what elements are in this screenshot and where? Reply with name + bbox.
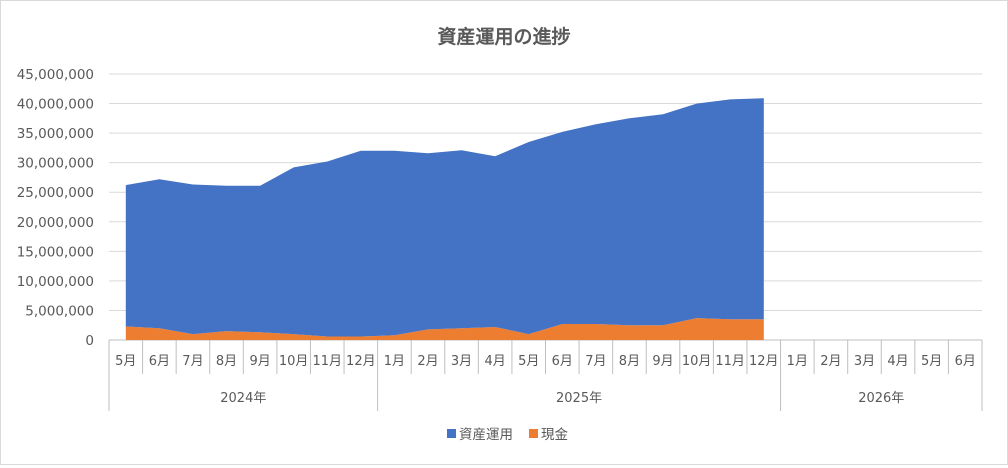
x-tick-label: 3月 xyxy=(451,354,472,369)
y-tick-label: 30,000,000 xyxy=(17,156,94,172)
legend-label: 資産運用 xyxy=(459,427,513,443)
x-tick-label: 6月 xyxy=(955,354,976,369)
x-tick-label: 10月 xyxy=(682,354,712,369)
y-tick-label: 15,000,000 xyxy=(17,244,94,260)
series-area-現金 xyxy=(125,318,764,340)
x-tick-label: 6月 xyxy=(552,354,573,369)
x-tick-label: 4月 xyxy=(887,354,908,369)
y-tick-label: 5,000,000 xyxy=(25,303,94,319)
y-tick-label: 40,000,000 xyxy=(17,97,94,113)
x-group-label: 2024年 xyxy=(220,391,266,406)
x-group-label: 2026年 xyxy=(858,391,904,406)
x-tick-label: 8月 xyxy=(216,354,237,369)
chart-title: 資産運用の進捗 xyxy=(437,25,570,48)
x-tick-label: 9月 xyxy=(249,354,270,369)
x-tick-label: 7月 xyxy=(182,354,203,369)
y-axis: 0 5,000,000 10,000,000 15,000,000 20,000,000… xyxy=(17,67,94,349)
legend-swatch xyxy=(447,429,456,438)
x-tick-label: 11月 xyxy=(715,354,745,369)
x-tick-label: 3月 xyxy=(854,354,875,369)
y-tick-label: 20,000,000 xyxy=(17,215,94,231)
x-tick-label: 6月 xyxy=(149,354,170,369)
series-area-資産運用 xyxy=(125,98,764,337)
y-tick-label: 10,000,000 xyxy=(17,274,94,290)
x-tick-label: 10月 xyxy=(279,354,309,369)
x-tick-label: 2月 xyxy=(820,354,841,369)
y-tick-label: 25,000,000 xyxy=(17,185,94,201)
x-tick-label: 1月 xyxy=(384,354,405,369)
y-tick-label: 35,000,000 xyxy=(17,126,94,142)
plot-area xyxy=(125,98,764,340)
y-tick-label: 0 xyxy=(85,333,94,349)
x-tick-label: 5月 xyxy=(921,354,942,369)
y-tick-label: 45,000,000 xyxy=(17,67,94,83)
x-tick-label: 2月 xyxy=(417,354,438,369)
x-group-label: 2025年 xyxy=(556,391,602,406)
x-tick-label: 1月 xyxy=(787,354,808,369)
x-tick-label: 8月 xyxy=(619,354,640,369)
x-tick-label: 11月 xyxy=(312,354,342,369)
x-axis: 5月 6月 7月 8月 9月 10月 11月 12月 1月 2月 3月 4月 5月 6月 7月 8月 9月 10月… xyxy=(108,340,983,411)
legend: 資産運用 現金 xyxy=(447,427,569,443)
x-tick-label: 5月 xyxy=(518,354,539,369)
x-tick-label: 4月 xyxy=(484,354,505,369)
x-tick-label: 7月 xyxy=(585,354,606,369)
x-tick-label: 5月 xyxy=(115,354,136,369)
x-tick-label: 12月 xyxy=(346,354,376,369)
x-tick-label: 9月 xyxy=(652,354,673,369)
x-tick-label: 12月 xyxy=(749,354,779,369)
legend-label: 現金 xyxy=(541,427,569,443)
legend-swatch xyxy=(529,429,538,438)
